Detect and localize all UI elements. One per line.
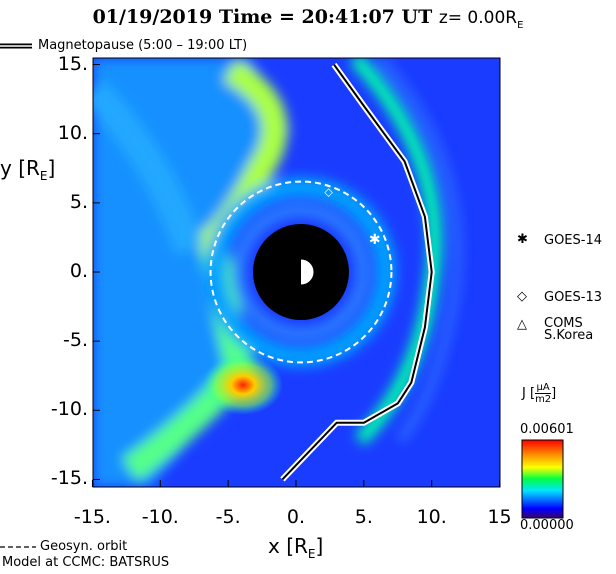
- earth-icon: [287, 258, 315, 286]
- goes13-marker: ◇: [324, 185, 333, 198]
- colorbar-max: 0.00601: [520, 422, 574, 437]
- coms-legend-label: COMS S.Korea: [544, 316, 594, 343]
- colorbar: [521, 439, 564, 519]
- goes14-legend-label: GOES-14: [544, 233, 603, 248]
- goes14-legend-symbol: ✱: [517, 232, 528, 247]
- geosync-legend: Geosyn. orbit: [40, 539, 128, 554]
- geosync-orbit: [209, 180, 393, 364]
- x-tick-label: 15: [487, 506, 512, 528]
- x-axis-label: x [RE]: [268, 534, 324, 561]
- plot-title: 01/19/2019 Time = 20:41:07 UT z= 0.00RE: [92, 6, 524, 31]
- x-tick-label: 0.: [286, 506, 306, 528]
- y-tick-label: 10.: [57, 121, 88, 144]
- goes14-marker: ✱: [369, 232, 381, 248]
- goes13-legend-symbol: ◇: [517, 289, 527, 304]
- x-tick-label: -10.: [141, 506, 179, 528]
- y-tick-label: -5.: [63, 329, 88, 352]
- y-tick-label: 5.: [69, 190, 88, 213]
- colorbar-min: 0.00000: [520, 518, 574, 533]
- x-tick-label: 10.: [416, 506, 447, 528]
- x-tick-label: 5.: [354, 506, 373, 528]
- y-axis-label: y [RE]: [0, 156, 56, 183]
- coms-legend-symbol: △: [517, 317, 527, 332]
- x-tick-label: -5.: [215, 506, 241, 528]
- model-credit: Model at CCMC: BATSRUS: [2, 555, 170, 570]
- y-tick-label: 15.: [57, 52, 88, 75]
- y-tick-label: 0.: [69, 260, 88, 282]
- goes13-legend-label: GOES-13: [544, 290, 603, 305]
- axis-ticks: [91, 64, 501, 487]
- y-tick-label: -10.: [50, 398, 88, 421]
- x-tick-label: -15.: [73, 506, 111, 528]
- colorbar-label: J [μA m2]: [522, 382, 557, 405]
- magnetopause-legend: Magnetopause (5:00 – 19:00 LT): [38, 38, 248, 53]
- y-tick-label: -15.: [50, 467, 88, 490]
- current-density-map: ✱ ◇: [93, 58, 500, 487]
